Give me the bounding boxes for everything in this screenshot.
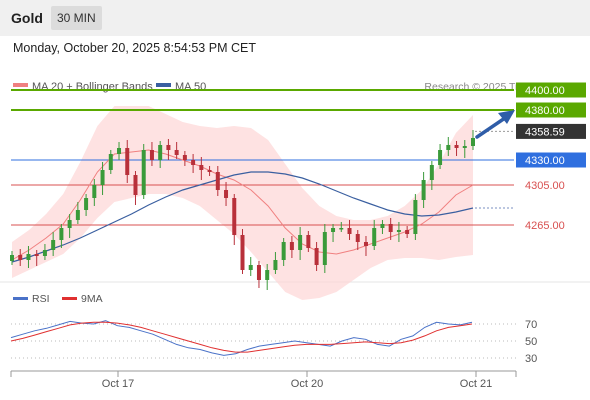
candle-body bbox=[298, 235, 303, 250]
candle-body bbox=[438, 150, 443, 165]
candle-body bbox=[471, 138, 475, 146]
ma20-line bbox=[11, 149, 474, 261]
candle-body bbox=[75, 210, 80, 220]
timeframe-badge[interactable]: 30 MIN bbox=[51, 6, 102, 30]
pivot-level-label: 4330.00 bbox=[525, 155, 565, 167]
rsi-ma-legend-label: 9MA bbox=[81, 293, 103, 305]
candle-body bbox=[174, 150, 179, 155]
rsi-tick-label: 70 bbox=[525, 319, 537, 331]
forecast-arrow-shaft bbox=[475, 116, 507, 139]
candle-body bbox=[18, 255, 23, 260]
timestamp: Monday, October 20, 2025 8:54:53 PM CET bbox=[13, 41, 256, 55]
candle-body bbox=[215, 172, 220, 190]
candle-body bbox=[265, 270, 270, 280]
ma50-legend-label: MA 50 bbox=[175, 81, 206, 93]
header-bar: Gold 30 MIN bbox=[0, 0, 590, 36]
candle-body bbox=[100, 170, 105, 185]
ma50-legend-swatch bbox=[156, 83, 171, 87]
candle-body bbox=[84, 198, 89, 210]
x-tick-label: Oct 21 bbox=[460, 378, 492, 390]
current-level-label: 4358.59 bbox=[525, 126, 565, 138]
support-level-label: 4265.00 bbox=[525, 220, 565, 232]
candle-body bbox=[42, 250, 47, 256]
price-plot: 4400.00 4380.00 4358.59 4330.00 4305.00 4265.… bbox=[10, 82, 586, 300]
candle-body bbox=[380, 224, 385, 228]
x-tick-label: Oct 20 bbox=[291, 378, 323, 390]
candle-body bbox=[248, 265, 253, 270]
candle-body bbox=[207, 170, 212, 172]
candle-body bbox=[429, 165, 434, 180]
candle-body bbox=[182, 155, 187, 160]
ma20-legend-swatch bbox=[13, 83, 28, 87]
candle-body bbox=[191, 160, 196, 165]
candle-body bbox=[34, 254, 39, 256]
candle-body bbox=[240, 235, 245, 270]
candle-body bbox=[59, 228, 64, 240]
candle-body bbox=[306, 235, 311, 248]
forecast-arrow-head bbox=[498, 110, 515, 124]
candle-body bbox=[117, 148, 122, 154]
rsi-tick-label: 30 bbox=[525, 353, 537, 365]
candle-body bbox=[446, 145, 451, 150]
candle-body bbox=[322, 232, 327, 265]
candle-body bbox=[396, 230, 401, 232]
candle-body bbox=[108, 154, 113, 170]
rsi-legend-swatch bbox=[13, 297, 28, 300]
ma50-line bbox=[11, 171, 474, 263]
candle-body bbox=[314, 248, 319, 265]
candle-body bbox=[421, 180, 426, 200]
rsi-ma-line bbox=[10, 321, 473, 353]
candle-body bbox=[51, 240, 56, 250]
rsi-line bbox=[10, 320, 473, 356]
candle-body bbox=[166, 145, 171, 150]
resistance-level-label: 4400.00 bbox=[525, 85, 565, 97]
candle-body bbox=[372, 228, 377, 246]
current-level-tag bbox=[516, 123, 586, 139]
pivot-level-tag bbox=[516, 152, 586, 168]
candle-body bbox=[141, 150, 146, 195]
candle-body bbox=[363, 242, 368, 246]
candle-body bbox=[125, 148, 130, 175]
candle-body bbox=[413, 200, 418, 234]
candle-body bbox=[26, 254, 31, 260]
resistance-level-label: 4380.00 bbox=[525, 105, 565, 117]
ma20-legend-label: MA 20 + Bollinger Bands bbox=[32, 81, 153, 93]
candle-body bbox=[331, 228, 336, 232]
candle-body bbox=[224, 190, 229, 198]
candle-body bbox=[10, 255, 14, 261]
rsi-tick-label: 50 bbox=[525, 336, 537, 348]
rsi-plot: 70 50 30 bbox=[10, 319, 537, 365]
candle-body bbox=[339, 228, 344, 230]
candle-body bbox=[256, 265, 261, 280]
candle-body bbox=[67, 220, 72, 228]
candle-body bbox=[273, 260, 278, 270]
resistance-level-tag bbox=[516, 102, 586, 118]
candle-body bbox=[462, 146, 467, 148]
candle-body bbox=[199, 165, 204, 170]
candle-body bbox=[158, 145, 163, 160]
candle-body bbox=[281, 242, 286, 260]
candle-body bbox=[149, 150, 154, 160]
rsi-legend-label: RSI bbox=[32, 293, 50, 305]
candle-body bbox=[347, 228, 352, 234]
x-tick-label: Oct 17 bbox=[102, 378, 134, 390]
candle-body bbox=[355, 234, 360, 242]
candle-body bbox=[232, 198, 237, 235]
candle-body bbox=[405, 230, 410, 234]
rsi-ma-legend-swatch bbox=[62, 297, 77, 300]
candle-body bbox=[92, 185, 97, 198]
instrument-title: Gold bbox=[11, 10, 43, 26]
candle-body bbox=[454, 145, 459, 148]
candle-body bbox=[289, 242, 294, 250]
support-level-label: 4305.00 bbox=[525, 180, 565, 192]
resistance-level-tag bbox=[516, 82, 586, 98]
candle-body bbox=[388, 224, 393, 232]
candle-body bbox=[133, 175, 138, 195]
